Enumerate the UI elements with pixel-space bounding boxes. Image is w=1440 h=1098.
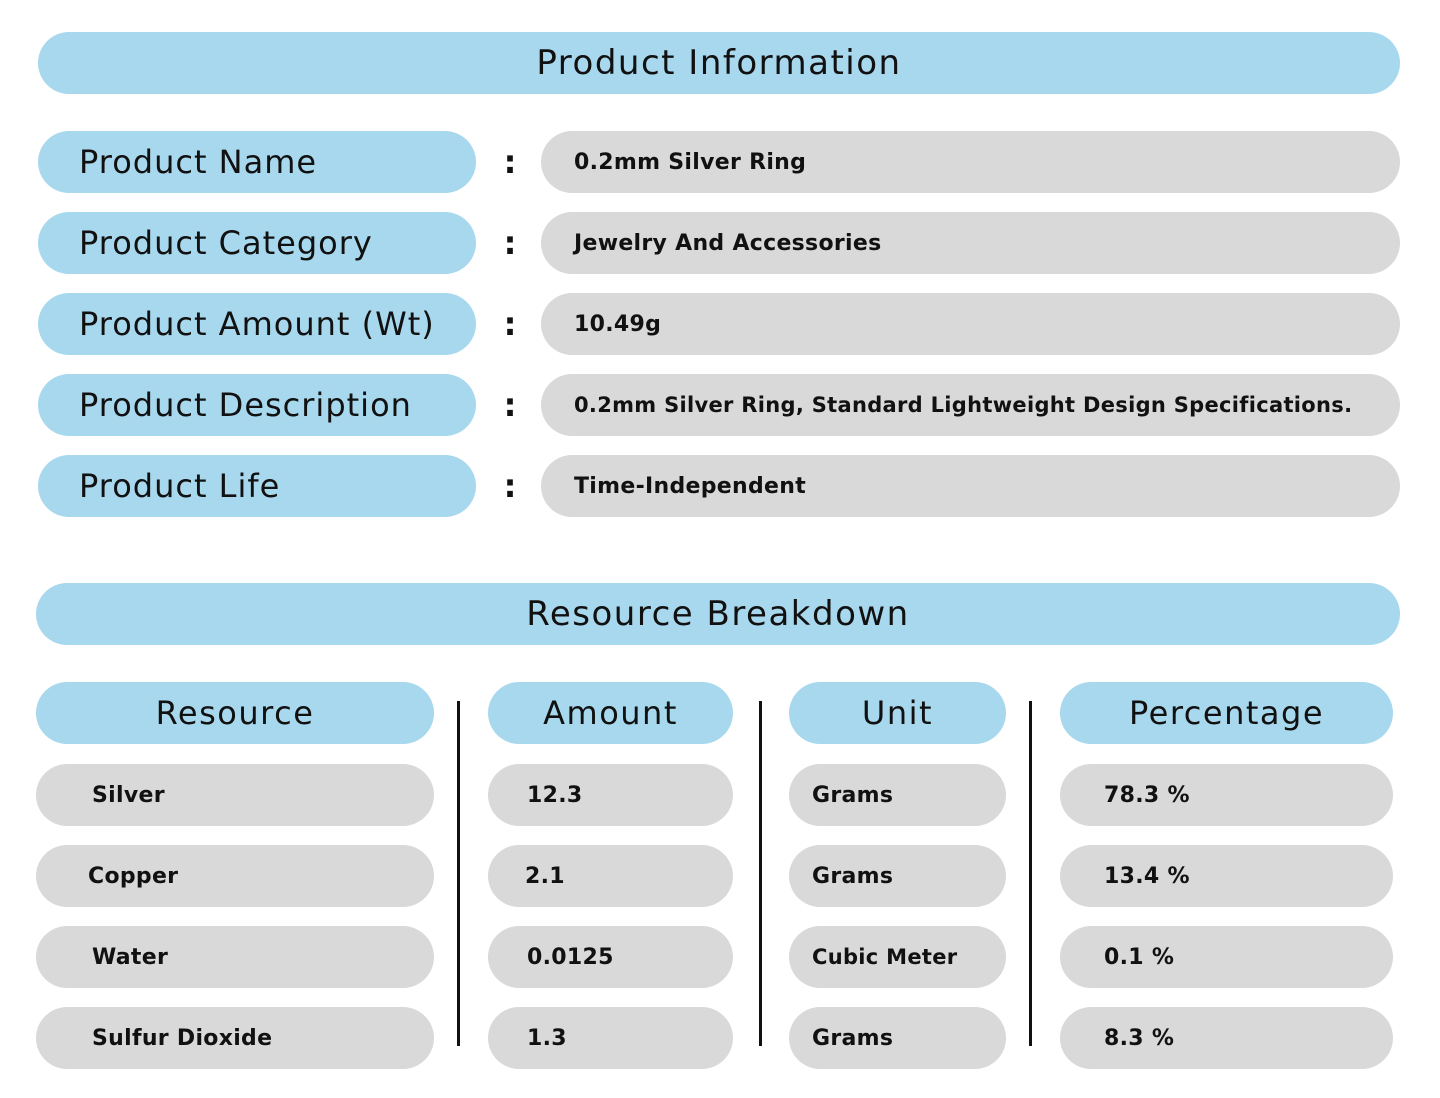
product-category-value: Jewelry And Accessories: [541, 212, 1400, 274]
amount-cell: 0.0125: [488, 926, 733, 988]
percentage-cell: 78.3 %: [1060, 764, 1393, 826]
column-divider: [759, 701, 762, 1046]
resource-cell: Sulfur Dioxide: [36, 1007, 434, 1069]
product-name-value: 0.2mm Silver Ring: [541, 131, 1400, 193]
resource-cell: Water: [36, 926, 434, 988]
amount-cell: 2.1: [488, 845, 733, 907]
colon-separator: :: [503, 467, 517, 505]
resource-breakdown-title: Resource Breakdown: [36, 583, 1400, 645]
colon-separator: :: [503, 143, 517, 181]
resource-cell: Silver: [36, 764, 434, 826]
column-divider: [1029, 701, 1032, 1046]
product-amount-value: 10.49g: [541, 293, 1400, 355]
percentage-cell: 13.4 %: [1060, 845, 1393, 907]
unit-cell: Cubic Meter: [789, 926, 1006, 988]
colon-separator: :: [503, 305, 517, 343]
percentage-cell: 0.1 %: [1060, 926, 1393, 988]
amount-cell: 1.3: [488, 1007, 733, 1069]
resource-column-header: Resource: [36, 682, 434, 744]
product-description-value: 0.2mm Silver Ring, Standard Lightweight …: [541, 374, 1400, 436]
product-category-label: Product Category: [38, 212, 476, 274]
colon-separator: :: [503, 386, 517, 424]
colon-separator: :: [503, 224, 517, 262]
product-life-label: Product Life: [38, 455, 476, 517]
product-name-label: Product Name: [38, 131, 476, 193]
product-amount-label: Product Amount (Wt): [38, 293, 476, 355]
unit-column-header: Unit: [789, 682, 1006, 744]
unit-cell: Grams: [789, 1007, 1006, 1069]
product-life-value: Time-Independent: [541, 455, 1400, 517]
unit-cell: Grams: [789, 764, 1006, 826]
product-information-title: Product Information: [38, 32, 1400, 94]
resource-cell: Copper: [36, 845, 434, 907]
amount-column-header: Amount: [488, 682, 733, 744]
amount-cell: 12.3: [488, 764, 733, 826]
unit-cell: Grams: [789, 845, 1006, 907]
product-description-label: Product Description: [38, 374, 476, 436]
column-divider: [457, 701, 460, 1046]
percentage-column-header: Percentage: [1060, 682, 1393, 744]
percentage-cell: 8.3 %: [1060, 1007, 1393, 1069]
